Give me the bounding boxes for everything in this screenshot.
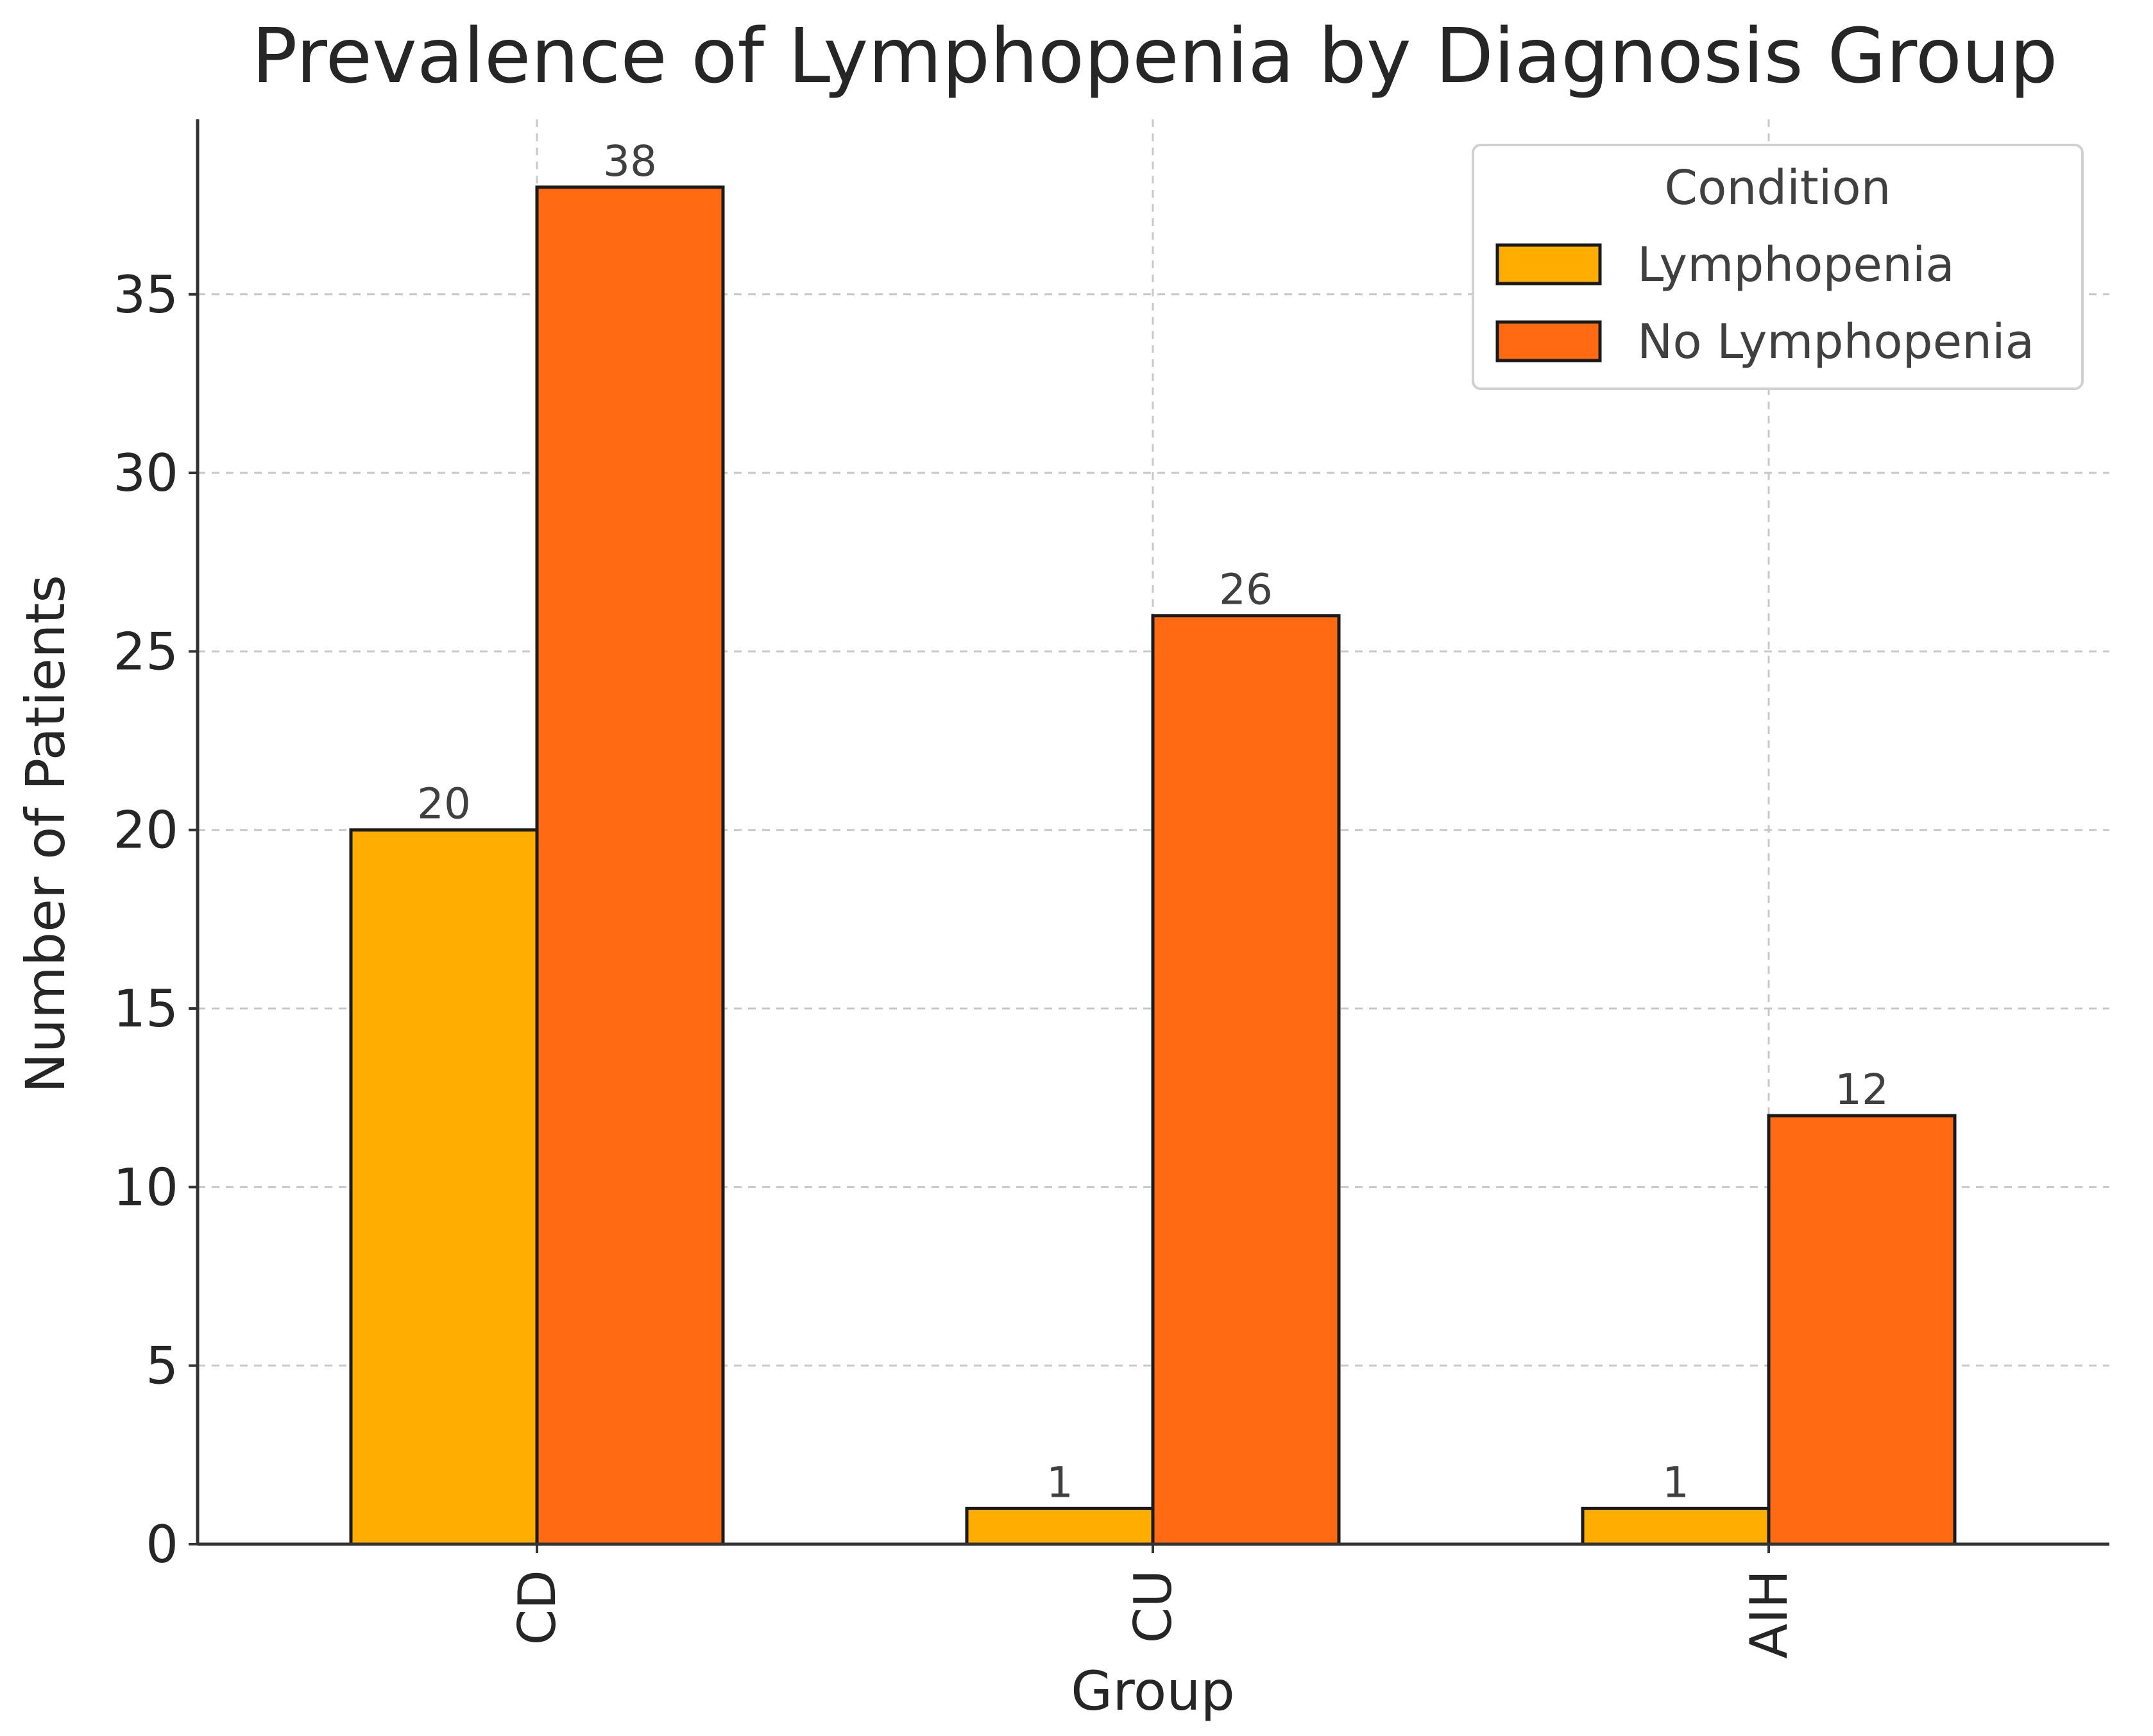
bars xyxy=(349,185,1957,1546)
data-label: 20 xyxy=(417,779,471,829)
legend-frame xyxy=(1472,144,2084,390)
legend-swatch xyxy=(1495,243,1602,285)
x-axis-ticks: CD CU AIH xyxy=(507,1544,1799,1658)
legend-title: Condition xyxy=(1664,160,1891,216)
legend-items: Lymphopenia No Lymphopenia xyxy=(1495,237,2034,370)
y-tick-label: 5 xyxy=(146,1336,178,1396)
legend-swatch xyxy=(1495,320,1602,362)
y-tick-label: 35 xyxy=(113,265,178,325)
x-tick-label: CU xyxy=(1123,1570,1183,1643)
legend-entry: No Lymphopenia xyxy=(1637,314,2034,370)
legend-entry: Lymphopenia xyxy=(1637,237,1955,293)
x-tick-label: AIH xyxy=(1739,1570,1799,1658)
bar-no-lymphopenia-cu xyxy=(1151,614,1341,1546)
bar-lymphopenia-cd xyxy=(349,828,539,1546)
data-label: 12 xyxy=(1835,1065,1889,1114)
data-label: 1 xyxy=(1662,1458,1689,1507)
chart-title: Prevalence of Lymphopenia by Diagnosis G… xyxy=(251,12,2057,100)
y-tick-label: 25 xyxy=(113,622,178,681)
data-label: 38 xyxy=(603,137,657,186)
y-tick-label: 0 xyxy=(146,1515,178,1574)
bar-lymphopenia-aih xyxy=(1581,1506,1771,1546)
y-axis-label: Number of Patients xyxy=(14,575,77,1093)
y-axis-ticks: 0 5 10 15 20 25 30 35 xyxy=(113,265,198,1574)
bar-no-lymphopenia-aih xyxy=(1767,1114,1957,1546)
bar-lymphopenia-cu xyxy=(965,1506,1155,1546)
y-tick-label: 15 xyxy=(113,979,178,1039)
x-tick-label: CD xyxy=(507,1570,567,1645)
x-axis-label: Group xyxy=(1071,1660,1235,1723)
y-tick-label: 30 xyxy=(113,443,178,503)
y-tick-label: 20 xyxy=(113,801,178,860)
legend: Condition Lymphopenia No Lymphopenia xyxy=(1472,144,2084,390)
data-label: 26 xyxy=(1219,565,1273,615)
bar-no-lymphopenia-cd xyxy=(535,185,725,1546)
data-labels: 20 1 1 38 26 12 xyxy=(417,137,1889,1508)
data-label: 1 xyxy=(1046,1458,1073,1507)
y-tick-label: 10 xyxy=(113,1157,178,1217)
